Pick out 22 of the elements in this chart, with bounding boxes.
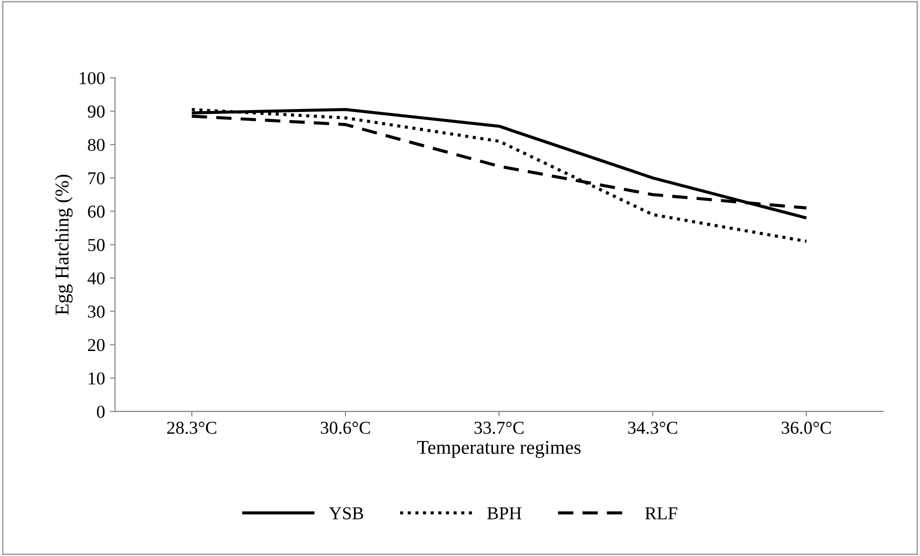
x-tick-label: 34.3°C [628,422,678,434]
legend-label: RLF [645,507,678,520]
y-tick-label: 80 [88,138,105,151]
y-tick-label: 20 [88,338,105,352]
y-tick-label: 70 [88,172,105,184]
x-tick-label: 28.3°C [167,422,216,434]
x-tick-label: 36.0°C [782,422,831,434]
y-axis-title: Egg Hatching (%) [54,174,73,315]
line-series [190,108,808,243]
y-tick-label: 0 [96,406,105,418]
y-tick-label: 10 [88,372,105,385]
y-tick-label: 100 [80,72,105,84]
y-tick-label: 90 [88,105,105,118]
x-tick-label: 33.7°C [474,422,524,434]
y-tick-label: 50 [88,238,105,252]
x-axis-title: Temperature regimes [417,440,581,458]
legend-label: BPH [487,507,522,520]
y-tick-label: 40 [88,272,105,284]
y-tick-label: 60 [88,206,105,218]
y-tick-label: 30 [88,306,105,318]
legend-label: YSB [329,507,364,520]
x-tick-label: 30.6°C [320,422,370,434]
